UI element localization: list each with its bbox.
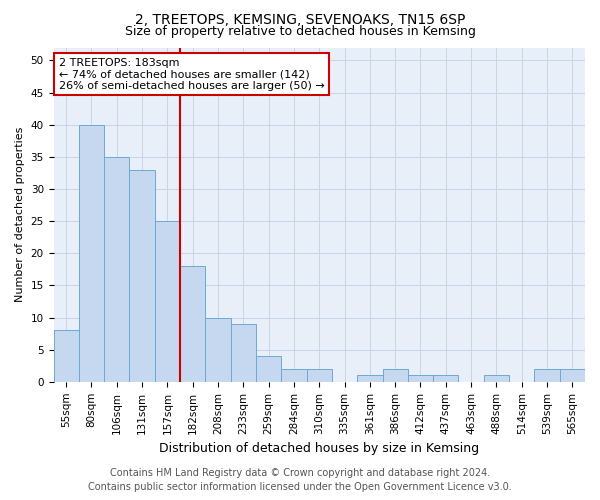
Text: 2 TREETOPS: 183sqm
← 74% of detached houses are smaller (142)
26% of semi-detach: 2 TREETOPS: 183sqm ← 74% of detached hou… xyxy=(59,58,325,90)
Bar xyxy=(307,369,332,382)
Y-axis label: Number of detached properties: Number of detached properties xyxy=(15,127,25,302)
Bar xyxy=(484,376,509,382)
X-axis label: Distribution of detached houses by size in Kemsing: Distribution of detached houses by size … xyxy=(159,442,479,455)
Bar xyxy=(130,170,155,382)
Bar xyxy=(535,369,560,382)
Bar xyxy=(383,369,408,382)
Bar xyxy=(104,157,130,382)
Text: Size of property relative to detached houses in Kemsing: Size of property relative to detached ho… xyxy=(125,25,475,38)
Bar xyxy=(256,356,281,382)
Bar xyxy=(79,124,104,382)
Bar xyxy=(230,324,256,382)
Text: 2, TREETOPS, KEMSING, SEVENOAKS, TN15 6SP: 2, TREETOPS, KEMSING, SEVENOAKS, TN15 6S… xyxy=(135,12,465,26)
Bar xyxy=(180,266,205,382)
Bar xyxy=(357,376,383,382)
Bar xyxy=(281,369,307,382)
Bar xyxy=(155,221,180,382)
Bar xyxy=(205,318,230,382)
Bar xyxy=(53,330,79,382)
Bar xyxy=(560,369,585,382)
Bar xyxy=(433,376,458,382)
Text: Contains HM Land Registry data © Crown copyright and database right 2024.
Contai: Contains HM Land Registry data © Crown c… xyxy=(88,468,512,492)
Bar xyxy=(408,376,433,382)
